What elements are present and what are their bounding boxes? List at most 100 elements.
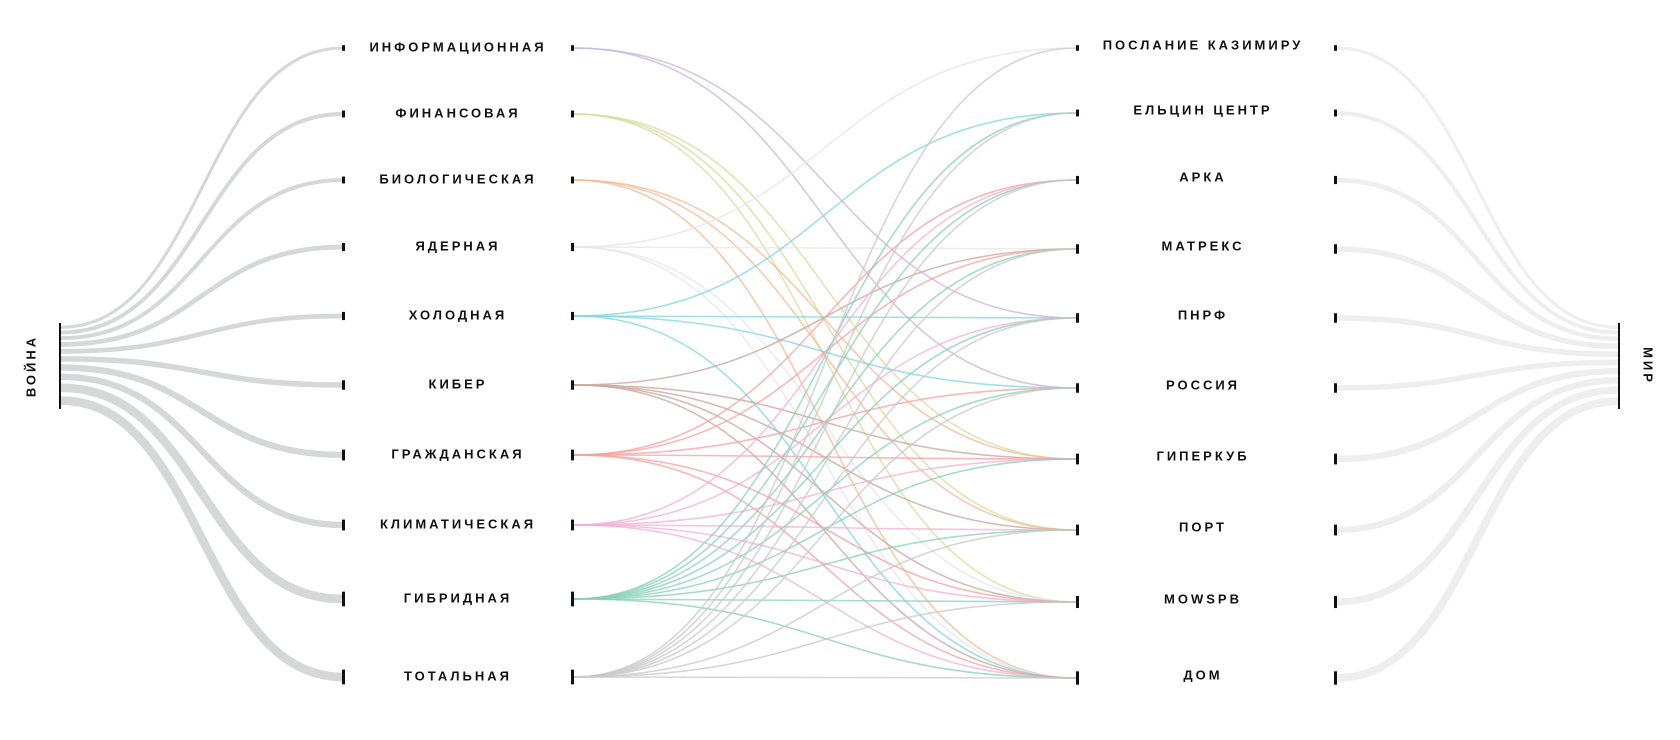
flow-link <box>573 112 1077 678</box>
left-fan-link <box>60 313 344 354</box>
node-marker <box>1076 383 1079 393</box>
node-marker <box>342 669 345 685</box>
right-root-label: МИР <box>1641 347 1656 385</box>
node-marker <box>1076 244 1079 254</box>
flow-link <box>573 524 1077 603</box>
left-fan-link <box>60 373 344 529</box>
right-node-label: ПОРТ <box>1179 519 1227 534</box>
node-marker <box>1076 313 1079 323</box>
left-fan-link <box>60 364 344 459</box>
left-node-label: ГИБРИДНАЯ <box>404 590 512 605</box>
flow-link <box>573 601 1077 678</box>
right-fan-link <box>1335 397 1619 682</box>
flow-link <box>573 387 1077 678</box>
left-fan-link <box>60 244 344 347</box>
flow-link <box>573 387 1077 600</box>
flow-link <box>573 47 1077 678</box>
right-fan-link <box>1335 386 1619 606</box>
left-fan-link <box>60 383 344 604</box>
right-node-label: ЕЛЬЦИН ЦЕНТР <box>1133 102 1272 117</box>
flow-link <box>573 112 1077 317</box>
right-fan-link <box>1335 111 1619 335</box>
flow-link <box>573 524 1077 679</box>
flow-link <box>573 246 1077 250</box>
right-node-label: ДОМ <box>1183 667 1222 682</box>
flow-link <box>573 458 1077 526</box>
left-node-label: БИОЛОГИЧЕСКАЯ <box>379 171 536 186</box>
right-fan-link <box>1335 367 1619 463</box>
node-marker <box>1334 244 1337 254</box>
left-node-label: ХОЛОДНАЯ <box>409 307 508 322</box>
node-marker <box>1334 109 1337 117</box>
right-fan-link <box>1335 315 1619 358</box>
flow-link <box>573 529 1077 600</box>
node-marker <box>571 519 574 531</box>
node-marker <box>1334 595 1337 609</box>
right-node-label: РОССИЯ <box>1166 377 1240 392</box>
flow-link <box>573 598 1077 603</box>
flow-link <box>573 317 1077 600</box>
node-marker <box>1334 524 1337 536</box>
node-marker <box>1076 671 1079 685</box>
node-marker <box>571 176 574 184</box>
flow-link <box>573 676 1077 679</box>
left-fan-link <box>60 178 344 341</box>
node-marker <box>1076 453 1079 465</box>
node-marker <box>571 110 574 118</box>
right-fan-link <box>1335 246 1619 349</box>
node-marker <box>342 380 345 390</box>
node-marker <box>1076 45 1079 51</box>
node-marker <box>1334 313 1337 323</box>
node-marker <box>342 242 345 252</box>
node-marker <box>1334 671 1337 685</box>
node-marker <box>1076 524 1079 536</box>
node-marker <box>571 242 574 252</box>
right-node-label: МАТРЕКС <box>1161 238 1244 253</box>
node-marker <box>342 311 345 321</box>
left-fan-link <box>60 112 344 335</box>
node-marker <box>1334 453 1337 465</box>
flow-link <box>573 179 1077 678</box>
flow-link <box>573 179 1077 526</box>
left-fan-link <box>60 46 344 329</box>
left-fan-link <box>60 396 344 682</box>
left-node-label: ФИНАНСОВАЯ <box>395 105 520 120</box>
flow-link <box>573 47 1077 248</box>
flow-link <box>573 47 1077 389</box>
left-fan-link <box>60 356 344 388</box>
flow-link <box>573 113 1077 603</box>
right-fan-link <box>1335 177 1619 342</box>
right-node-label: АРКА <box>1179 169 1226 184</box>
flow-link <box>573 179 1077 456</box>
right-fan-link <box>1335 377 1619 534</box>
flow-link <box>573 179 1077 460</box>
flow-link <box>573 458 1077 600</box>
flow-link <box>573 317 1077 526</box>
flow-link <box>573 113 1077 531</box>
node-marker <box>571 45 574 51</box>
flow-link <box>573 529 1077 678</box>
node-marker <box>1076 109 1079 117</box>
flow-link <box>573 598 1077 679</box>
node-marker <box>342 449 345 461</box>
node-marker <box>342 519 345 531</box>
left-node-label: ГРАЖДАНСКАЯ <box>391 446 524 461</box>
left-root-label: ВОЙНА <box>23 335 38 397</box>
flow-link <box>573 454 1077 679</box>
node-marker <box>571 449 574 461</box>
left-node-label: КИБЕР <box>429 376 488 391</box>
left-node-label: ИНФОРМАЦИОННАЯ <box>369 39 546 54</box>
node-marker <box>1334 175 1337 185</box>
flow-link <box>573 248 1077 678</box>
flow-link <box>573 47 1077 319</box>
node-marker <box>342 176 345 184</box>
right-fan-link <box>1335 46 1619 329</box>
flow-link <box>573 248 1077 600</box>
left-node-label: ТОТАЛЬНАЯ <box>404 668 512 683</box>
node-marker <box>1334 383 1337 393</box>
flow-link <box>573 112 1077 600</box>
node-marker <box>1076 175 1079 185</box>
flow-link <box>573 317 1077 678</box>
right-node-label: ПНРФ <box>1178 307 1228 322</box>
left-node-label: ЯДЕРНАЯ <box>415 238 500 253</box>
